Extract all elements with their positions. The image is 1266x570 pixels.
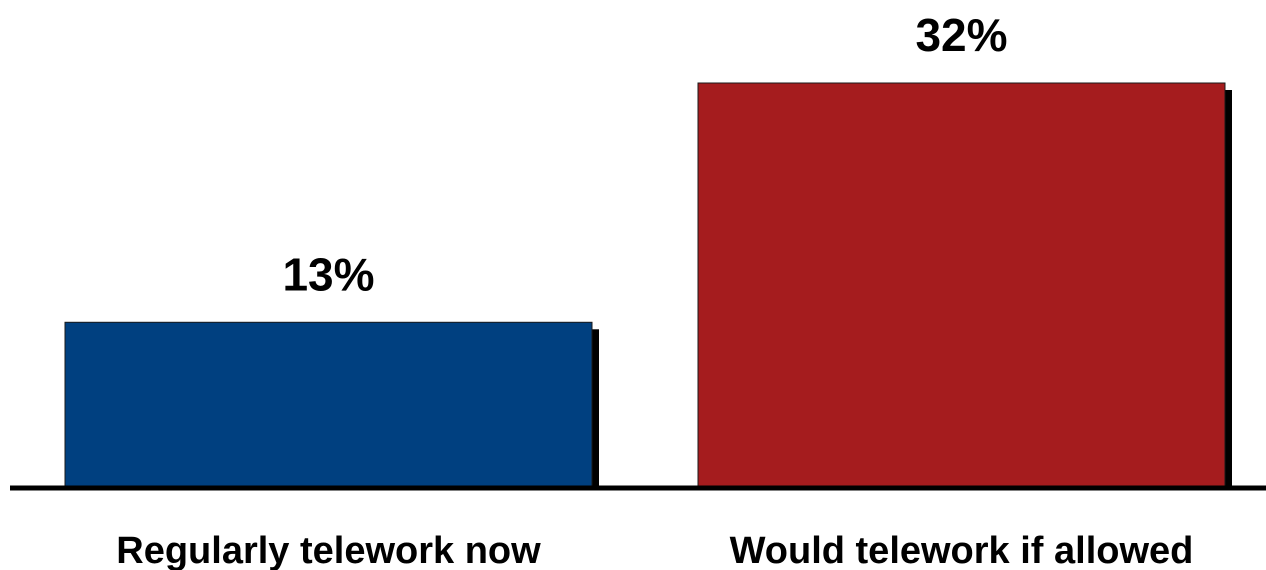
bars-group <box>64 82 1232 487</box>
bar-2 <box>697 82 1226 487</box>
category-label-1: Regularly telework now <box>116 530 541 570</box>
labels-group: 13% Regularly telework now 32% Would telewo… <box>116 9 1193 570</box>
bar-1 <box>64 321 593 487</box>
category-label-2: Would telework if allowed <box>730 530 1194 570</box>
data-label-2: 32% <box>915 9 1007 61</box>
data-label-1: 13% <box>282 248 374 300</box>
